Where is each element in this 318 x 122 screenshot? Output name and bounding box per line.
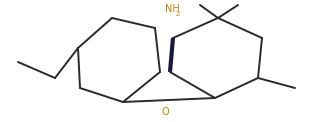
- Text: O: O: [161, 107, 169, 117]
- Text: 2: 2: [176, 11, 180, 17]
- Text: NH: NH: [165, 4, 180, 14]
